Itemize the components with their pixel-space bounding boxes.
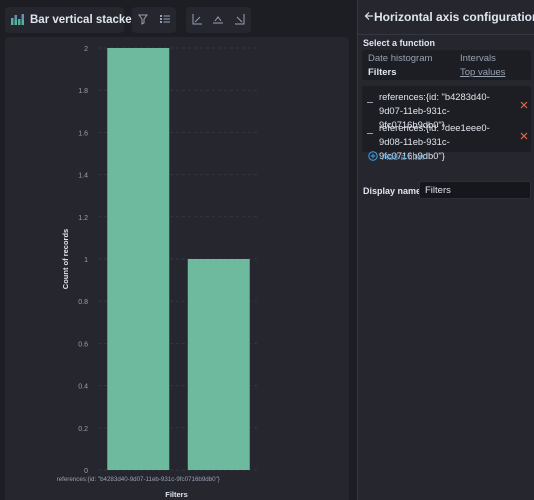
function-intervals[interactable]: Intervals — [460, 53, 496, 64]
right-axis-button[interactable] — [231, 11, 249, 29]
function-filters[interactable]: Filters — [368, 67, 397, 78]
y-tick-label: 0.8 — [78, 299, 88, 306]
close-icon — [520, 129, 528, 143]
config-title: Horizontal axis configuration — [374, 10, 534, 24]
left-axis-button[interactable] — [188, 11, 206, 29]
filter-query[interactable]: references:{id: "dee1eee0-9d08-11eb-931c… — [379, 122, 490, 161]
y-tick-label: 0.2 — [78, 426, 88, 433]
y-tick-label: 1.4 — [78, 173, 88, 180]
filter-row: references:{id: "b4283d40-9d07-11eb-931c… — [362, 89, 531, 130]
axis-settings-group — [186, 7, 251, 33]
x-tick-label: references:{id: "b4283d40-9d07-11eb-931c… — [57, 476, 220, 483]
filters-list: references:{id: "b4283d40-9d07-11eb-931c… — [362, 86, 531, 161]
function-selector: Date histogram Intervals Filters Top val… — [362, 50, 531, 80]
y-tick-label: 1 — [84, 257, 88, 264]
values-button[interactable] — [156, 11, 174, 29]
drag-handle-icon[interactable] — [367, 100, 373, 106]
function-top-values[interactable]: Top values — [460, 67, 506, 78]
y-tick-label: 0.4 — [78, 384, 88, 391]
close-icon — [520, 98, 528, 112]
legend-button[interactable] — [134, 11, 152, 29]
left-axis-icon — [191, 13, 203, 28]
bar — [187, 259, 250, 470]
bottom-axis-icon — [212, 13, 224, 28]
bar-chart: 0 0.2 0.4 0.6 0.8 1 1.2 1.4 1.6 1.8 2 Count of reco… — [57, 46, 259, 499]
drag-handle-icon[interactable] — [367, 131, 373, 137]
y-tick-label: 0 — [84, 468, 88, 475]
back-button[interactable] — [364, 10, 374, 24]
select-function-label: Select a function — [363, 38, 436, 48]
display-name-label: Display name — [363, 186, 422, 196]
chart-type-label: Bar vertical stacked — [30, 14, 139, 26]
legend-icon — [137, 13, 149, 28]
right-axis-icon — [234, 13, 246, 28]
bar-stacked-icon — [11, 13, 25, 28]
display-name-input[interactable] — [419, 181, 531, 199]
x-axis-title: Filters — [165, 490, 188, 499]
bottom-axis-button[interactable] — [209, 11, 227, 29]
y-tick-label: 2 — [84, 46, 88, 53]
remove-filter-button[interactable] — [520, 129, 530, 140]
filter-row: references:{id: "dee1eee0-9d08-11eb-931c… — [362, 120, 531, 161]
y-tick-label: 1.8 — [78, 88, 88, 95]
add-filter-button[interactable]: Add a filter — [368, 151, 425, 163]
plus-circle-icon — [368, 151, 378, 163]
legend-values-group — [132, 7, 176, 33]
config-header: Horizontal axis configuration — [358, 0, 534, 35]
dimension-config-panel: Horizontal axis configuration Select a f… — [357, 0, 534, 500]
function-date-histogram[interactable]: Date histogram — [368, 53, 433, 64]
bar — [107, 48, 170, 470]
add-filter-label: Add a filter — [382, 152, 426, 162]
y-tick-label: 1.2 — [78, 215, 88, 222]
chart-panel: 0 0.2 0.4 0.6 0.8 1 1.2 1.4 1.6 1.8 2 Count of reco… — [5, 37, 349, 500]
values-list-icon — [159, 13, 171, 28]
y-tick-label: 0.6 — [78, 341, 88, 348]
y-axis-title: Count of records — [61, 229, 70, 289]
arrow-left-icon — [364, 10, 374, 24]
y-tick-label: 1.6 — [78, 130, 88, 137]
workspace-toolbar: Bar vertical stacked — [0, 0, 356, 40]
remove-filter-button[interactable] — [520, 98, 530, 109]
filter-query[interactable]: references:{id: "b4283d40-9d07-11eb-931c… — [379, 91, 490, 130]
chart-type-switch[interactable]: Bar vertical stacked — [5, 7, 153, 33]
